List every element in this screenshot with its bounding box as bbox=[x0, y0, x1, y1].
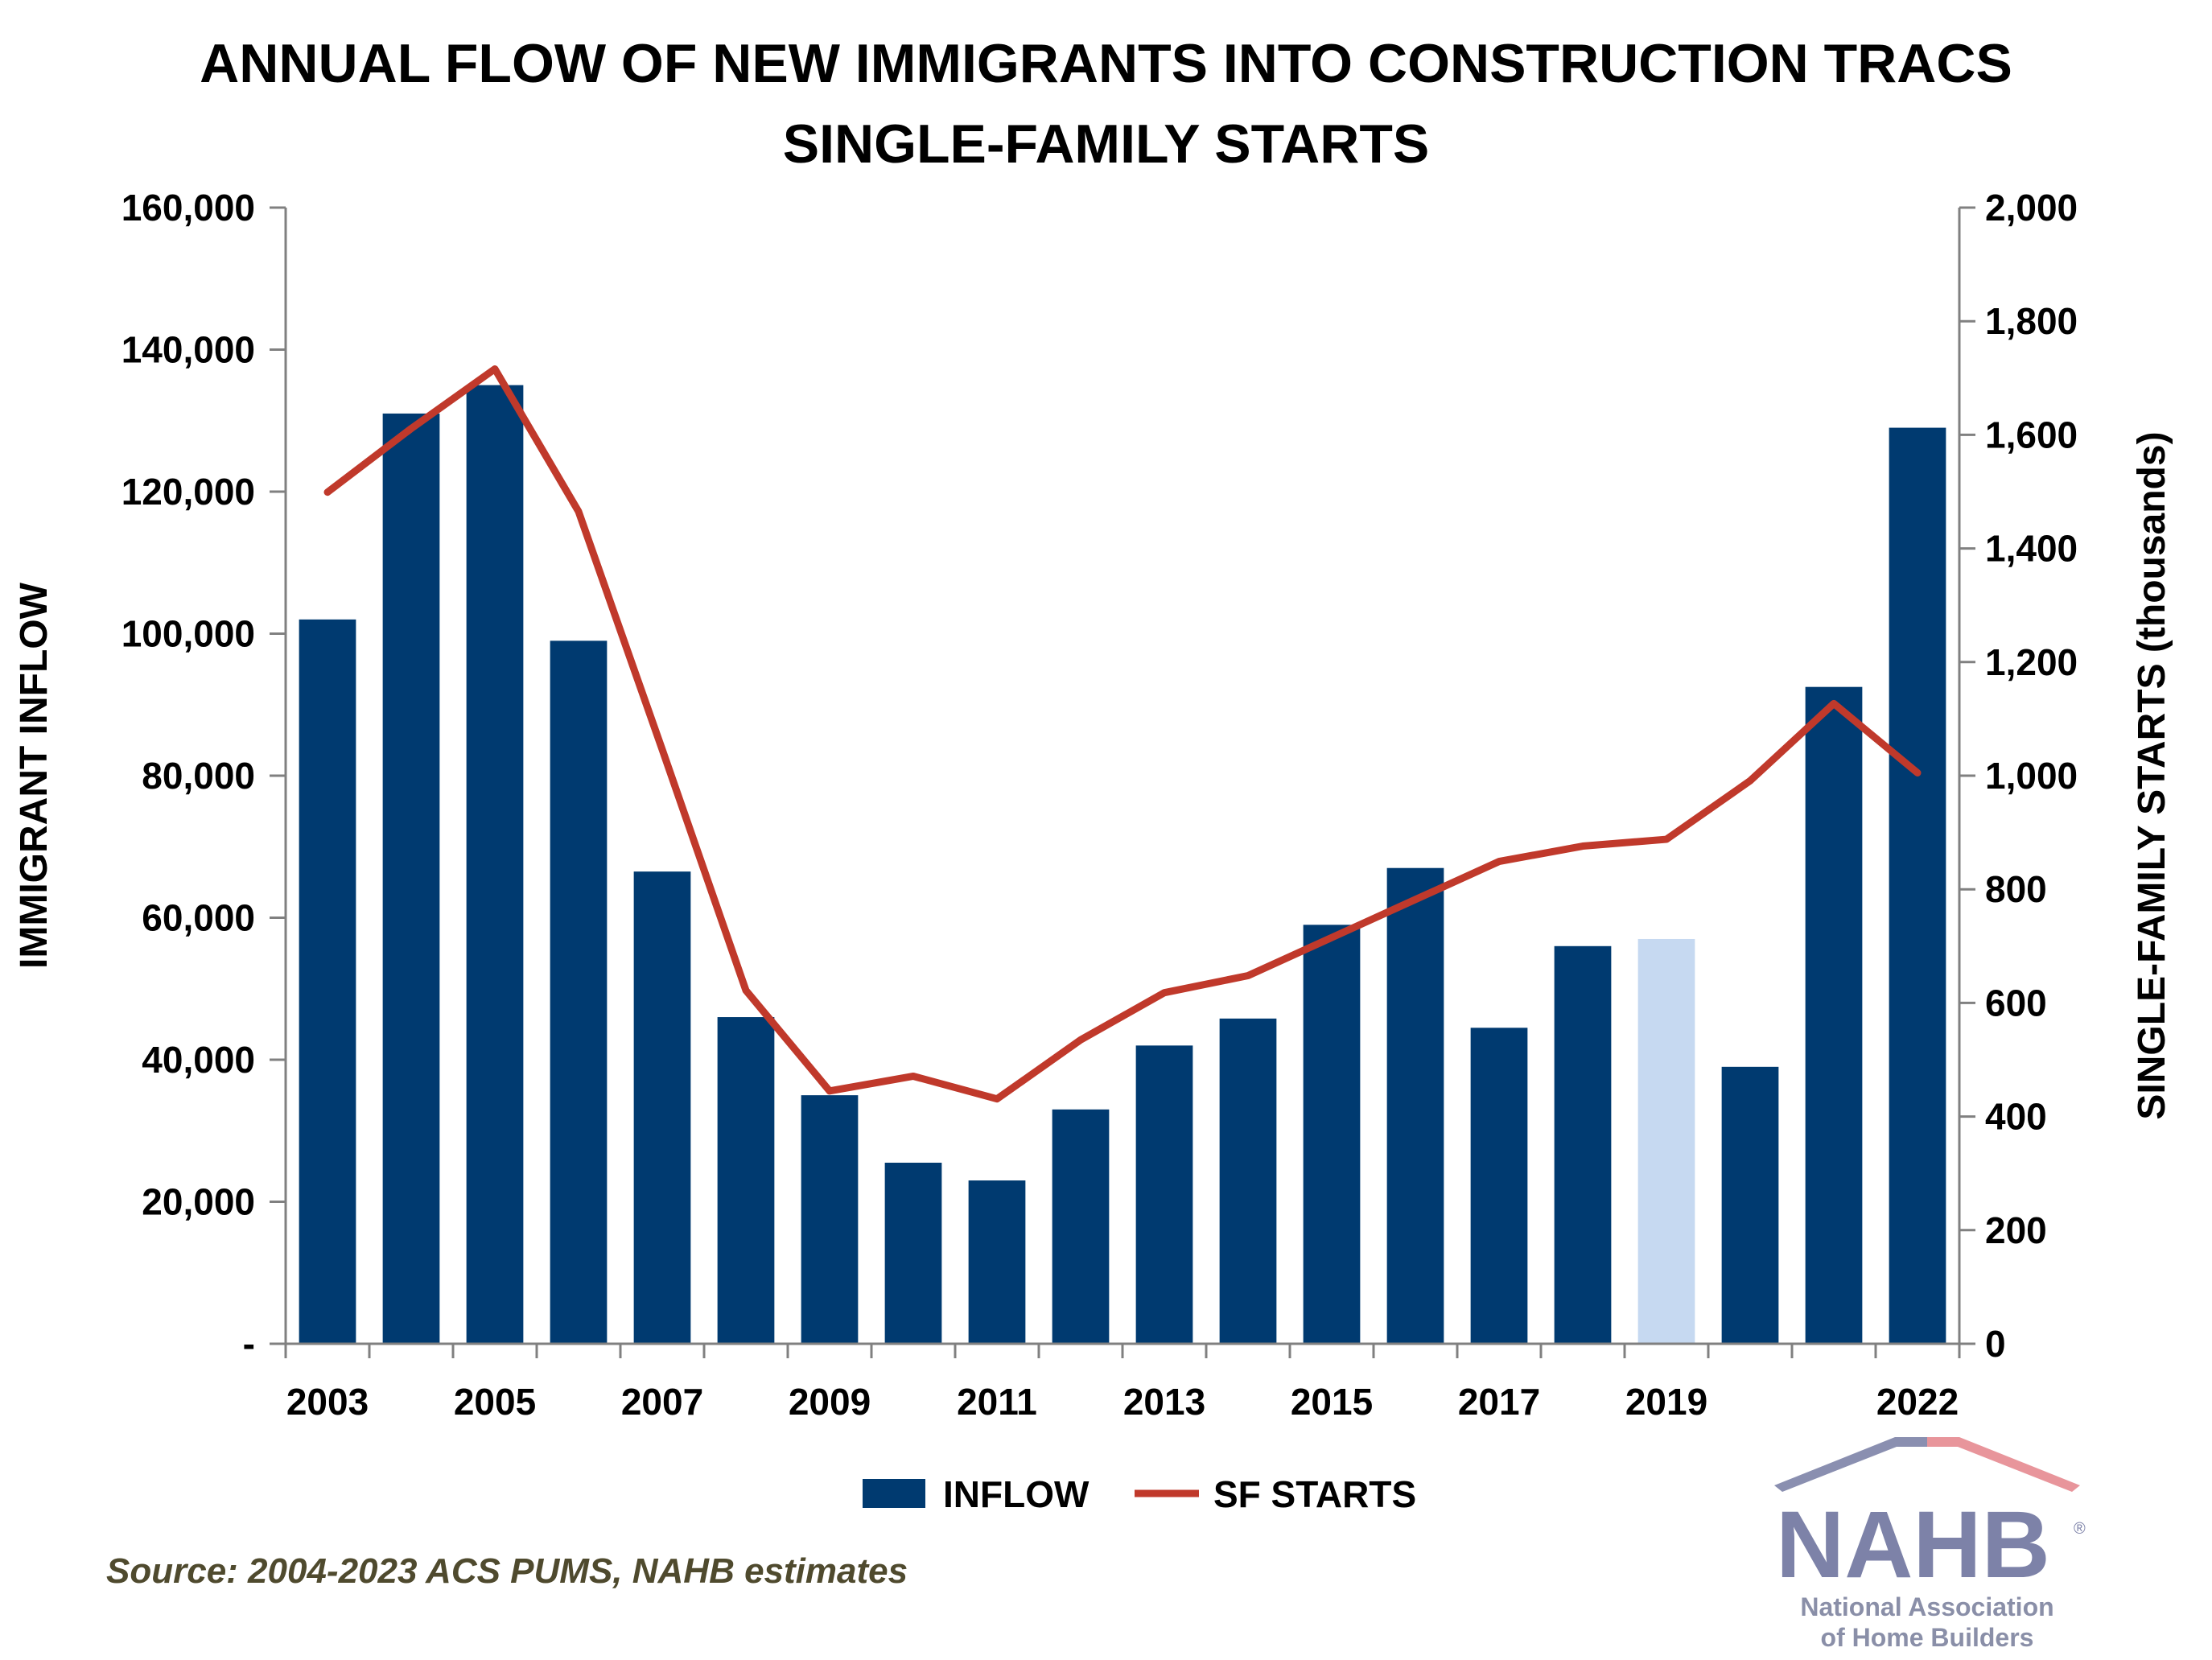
bar-inflow-2011 bbox=[968, 1180, 1026, 1344]
bar-inflow-2014 bbox=[1219, 1018, 1277, 1344]
chart-title-line2: SINGLE-FAMILY STARTS bbox=[782, 113, 1430, 175]
right-tick-label: 200 bbox=[1985, 1209, 2047, 1251]
x-tick-label: 2013 bbox=[1123, 1381, 1205, 1423]
inflow-bars bbox=[299, 385, 1946, 1345]
x-tick-label: 2011 bbox=[957, 1381, 1037, 1423]
x-tick-label: 2019 bbox=[1625, 1381, 1707, 1423]
x-tick-label: 2009 bbox=[789, 1381, 871, 1423]
bar-inflow-2003 bbox=[299, 619, 356, 1344]
bar-inflow-2022 bbox=[1889, 427, 1946, 1345]
right-tick-label: 1,600 bbox=[1985, 414, 2078, 455]
right-tick-label: 1,200 bbox=[1985, 641, 2078, 683]
left-tick-label: 80,000 bbox=[142, 755, 255, 797]
right-tick-label: 1,400 bbox=[1985, 528, 2078, 570]
right-tick-label: 800 bbox=[1985, 868, 2047, 910]
chart-axes bbox=[270, 206, 1975, 1358]
bar-inflow-2010 bbox=[884, 1162, 942, 1344]
bar-inflow-2017 bbox=[1470, 1028, 1528, 1344]
source-note: Source: 2004-2023 ACS PUMS, NAHB estimat… bbox=[106, 1551, 908, 1591]
x-tick-label: 2015 bbox=[1291, 1381, 1373, 1423]
left-tick-label: 100,000 bbox=[122, 613, 255, 655]
x-tick-label: 2007 bbox=[621, 1381, 703, 1423]
logo-line2: of Home Builders bbox=[1821, 1623, 2034, 1652]
bar-inflow-2013 bbox=[1135, 1045, 1193, 1344]
bar-inflow-2007 bbox=[633, 871, 691, 1344]
right-tick-label: 0 bbox=[1985, 1323, 2006, 1365]
left-tick-label: 140,000 bbox=[122, 329, 255, 371]
bar-inflow-2012 bbox=[1052, 1109, 1110, 1344]
bar-inflow-2005 bbox=[466, 385, 524, 1344]
right-tick-label: 1,800 bbox=[1985, 300, 2078, 342]
left-tick-label: 120,000 bbox=[122, 471, 255, 513]
bar-inflow-2020 bbox=[1721, 1066, 1779, 1344]
bar-inflow-2015 bbox=[1303, 925, 1361, 1344]
legend-swatch-inflow bbox=[863, 1479, 925, 1508]
left-tick-label: - bbox=[243, 1323, 255, 1365]
logo-text: NAHB bbox=[1776, 1492, 2050, 1598]
x-tick-label: 2005 bbox=[454, 1381, 536, 1423]
bar-inflow-2004 bbox=[382, 413, 440, 1344]
right-tick-label: 2,000 bbox=[1985, 187, 2078, 229]
x-tick-label: 2017 bbox=[1458, 1381, 1540, 1423]
legend-label-sf-starts: SF STARTS bbox=[1213, 1473, 1416, 1515]
right-tick-label: 600 bbox=[1985, 982, 2047, 1024]
left-tick-label: 40,000 bbox=[142, 1039, 255, 1081]
nahb-logo: NAHB ® National Association of Home Buil… bbox=[1774, 1437, 2086, 1652]
legend: INFLOW SF STARTS bbox=[863, 1473, 1416, 1515]
bar-inflow-2009 bbox=[801, 1095, 859, 1344]
sf-starts-line bbox=[323, 365, 1922, 1103]
bar-inflow-2019 bbox=[1637, 938, 1695, 1344]
bar-inflow-2021 bbox=[1805, 686, 1863, 1344]
bar-inflow-2006 bbox=[550, 641, 608, 1344]
bar-inflow-2016 bbox=[1386, 867, 1444, 1344]
bar-inflow-2018 bbox=[1554, 945, 1612, 1344]
x-tick-label: 2003 bbox=[286, 1381, 369, 1423]
right-tick-label: 1,000 bbox=[1985, 755, 2078, 797]
axis-labels: - 20,000 40,000 60,000 80,000 100,000 120,000 1… bbox=[13, 187, 2173, 1423]
bar-inflow-2008 bbox=[717, 1017, 775, 1344]
logo-line1: National Association bbox=[1800, 1592, 2053, 1621]
left-tick-label: 60,000 bbox=[142, 897, 255, 939]
left-tick-label: 20,000 bbox=[142, 1181, 255, 1223]
legend-label-inflow: INFLOW bbox=[943, 1473, 1090, 1515]
y-axis-title-right: SINGLE-FAMILY STARTS (thousands) bbox=[2131, 431, 2173, 1119]
y-axis-title-left: IMMIGRANT INFLOW bbox=[13, 582, 56, 969]
sf-starts-line-group bbox=[323, 365, 1922, 1103]
logo-registered: ® bbox=[2074, 1520, 2086, 1538]
left-tick-label: 160,000 bbox=[122, 187, 255, 229]
roof-left-icon bbox=[1774, 1437, 1927, 1492]
x-tick-label: 2022 bbox=[1876, 1381, 1959, 1423]
chart-title-line1: ANNUAL FLOW OF NEW IMMIGRANTS INTO CONST… bbox=[200, 33, 2012, 94]
roof-right-icon bbox=[1927, 1437, 2080, 1492]
right-tick-label: 400 bbox=[1985, 1096, 2047, 1138]
